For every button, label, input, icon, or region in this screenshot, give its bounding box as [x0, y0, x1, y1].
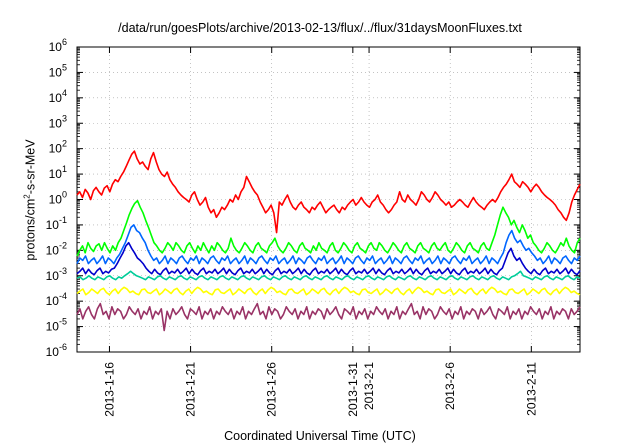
series-line-1 [76, 150, 581, 234]
x-tick-label: 2013-2-11 [524, 362, 538, 416]
x-tick-label: 2013-2-1 [362, 362, 376, 410]
y-tick-label: 10-3 [46, 266, 67, 283]
x-tick-label: 2013-1-16 [102, 362, 116, 417]
x-tick-label: 2013-2-6 [443, 362, 457, 410]
y-tick-label: 10-2 [46, 240, 67, 257]
y-tick-label: 101 [49, 164, 67, 181]
y-tick-label: 104 [49, 88, 67, 105]
y-tick-label: 10-4 [46, 291, 67, 308]
plot-frame [76, 46, 581, 353]
y-tick-label: 10-6 [46, 342, 67, 359]
series-line-4 [76, 241, 581, 276]
y-tick-label: 10-1 [46, 215, 67, 232]
x-axis-label: Coordinated Universal Time (UTC) [224, 429, 416, 443]
series-line-5 [76, 270, 581, 281]
chart-title: /data/run/goesPlots/archive/2013-02-13/f… [118, 21, 522, 35]
y-tick-label: 10-5 [46, 317, 67, 334]
y-tick-label: 105 [49, 62, 67, 79]
y-tick-label: 103 [49, 113, 67, 130]
series-line-3 [76, 224, 581, 265]
y-tick-label: 102 [49, 139, 67, 156]
series-line-6 [76, 286, 581, 296]
series-line-2 [76, 199, 581, 257]
y-tick-label: 100 [49, 190, 67, 207]
x-tick-label: 2013-1-31 [346, 362, 360, 417]
x-tick-label: 2013-1-26 [265, 362, 279, 417]
y-tick-label: 106 [49, 37, 67, 54]
series-line-7 [76, 302, 581, 332]
x-tick-label: 2013-1-21 [184, 362, 198, 417]
